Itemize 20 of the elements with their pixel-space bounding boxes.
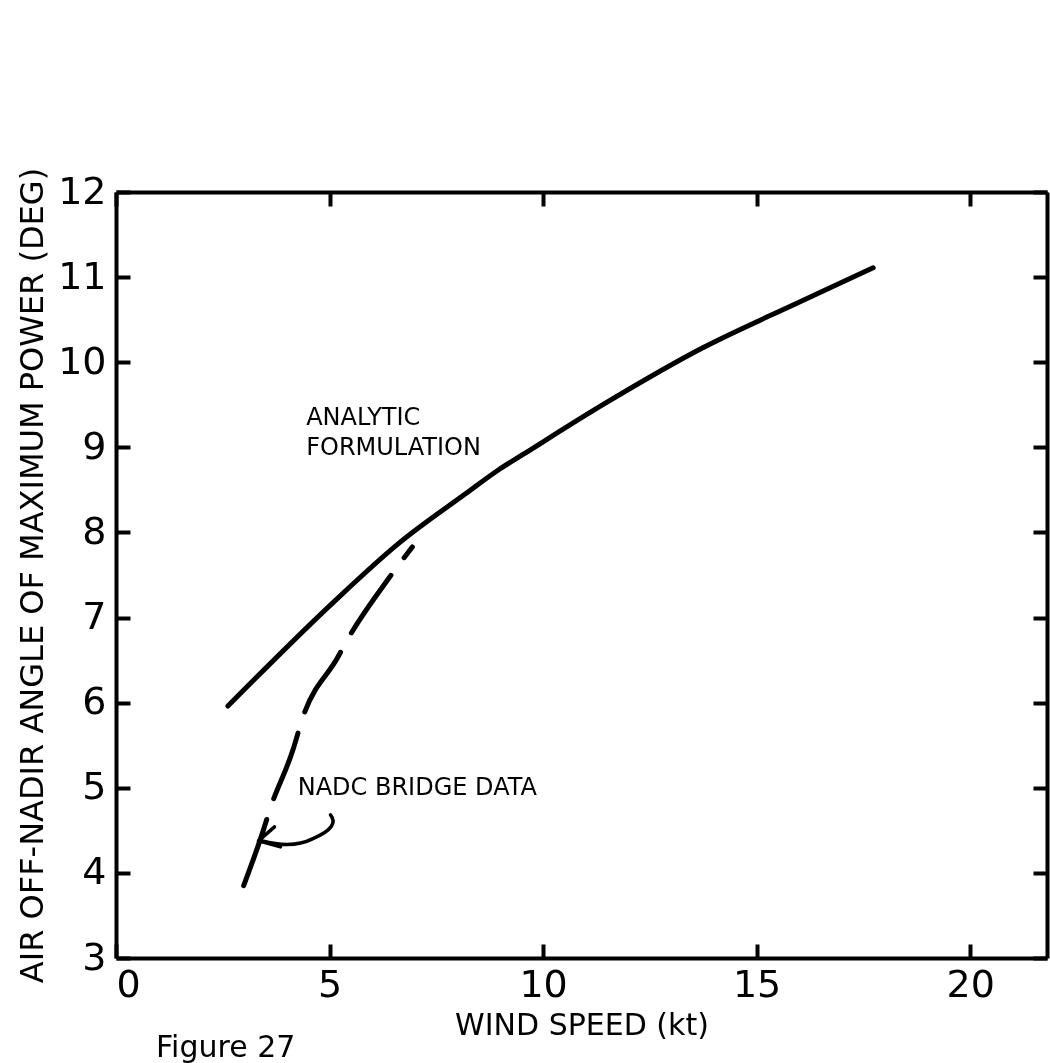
y-tick-label: 12 xyxy=(58,168,107,213)
y-tick-label: 9 xyxy=(82,423,107,468)
x-tick-label: 0 xyxy=(116,961,141,1006)
y-tick-label: 7 xyxy=(82,594,107,639)
y-tick-label: 10 xyxy=(58,338,107,383)
y-tick-label: 5 xyxy=(82,764,107,809)
y-axis-title: AIR OFF-NADIR ANGLE OF MAXIMUM POWER (DEG) xyxy=(13,167,52,984)
series-label: NADC BRIDGE DATA xyxy=(297,772,538,801)
y-tick-label: 4 xyxy=(82,849,107,894)
x-tick-label: 5 xyxy=(317,961,343,1006)
caption: Figure 27 xyxy=(156,1029,296,1063)
x-tick-label: 20 xyxy=(946,961,995,1006)
x-tick-label: 10 xyxy=(519,961,568,1006)
y-tick-label: 11 xyxy=(58,253,107,298)
x-tick-label: 15 xyxy=(732,961,782,1006)
x-axis-title: WIND SPEED (kt) xyxy=(455,1006,709,1042)
y-tick-label: 8 xyxy=(82,508,107,553)
y-tick-label: 3 xyxy=(82,934,107,979)
y-tick-label: 6 xyxy=(82,679,107,724)
series-label: ANALYTIC FORMULATION xyxy=(306,403,481,462)
